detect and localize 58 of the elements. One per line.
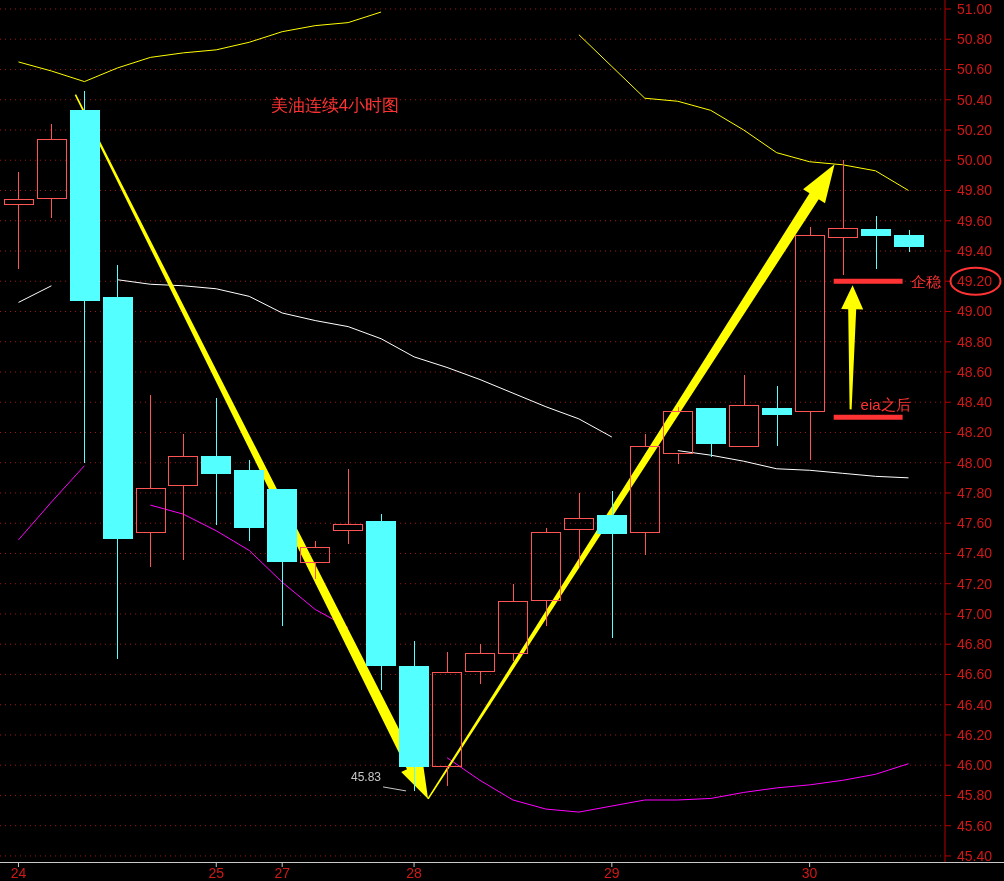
y-tick-label: 45.60: [957, 817, 993, 834]
text: 美油连续4小时图: [270, 95, 400, 115]
x-tick-label: 27: [274, 865, 291, 881]
y-tick-label: 47.00: [957, 605, 993, 622]
y-tick-label: 50.20: [957, 121, 993, 138]
candlestick: [597, 490, 627, 639]
y-tick-label: 46.40: [957, 696, 993, 713]
y-tick-label: 46.20: [957, 726, 993, 743]
candlestick: [168, 433, 198, 561]
candlestick: [630, 433, 660, 556]
y-tick-label: 48.20: [957, 424, 993, 441]
y-tick-label: 47.60: [957, 515, 993, 532]
candlestick: [861, 215, 891, 270]
x-tick-label: 25: [208, 865, 225, 881]
y-tick-label: 47.80: [957, 484, 993, 501]
y-tick-label: 48.80: [957, 333, 993, 350]
x-tick-label: 28: [406, 865, 423, 881]
annotation: 45.83: [351, 769, 382, 784]
candlestick: [103, 264, 133, 660]
y-tick-label: 50.60: [957, 61, 993, 78]
candlestick: [564, 492, 594, 568]
y-tick-label: 46.00: [957, 757, 993, 774]
candlestick: [333, 468, 363, 545]
y-tick-label: 49.00: [957, 303, 993, 320]
y-tick-label: 45.40: [957, 847, 993, 864]
y-tick-label: 48.40: [957, 394, 993, 411]
ref-line-label: 企稳: [910, 272, 941, 290]
candlestick: [4, 171, 34, 270]
y-tick-label: 47.40: [957, 545, 993, 562]
ref-line-label: eia之后: [860, 395, 911, 413]
y-tick-label: 50.40: [957, 91, 993, 108]
candlestick: [762, 385, 792, 447]
candlestick: [828, 159, 858, 276]
y-tick-label: 48.60: [957, 363, 993, 380]
candlestick: [300, 540, 330, 580]
candlestick: [136, 394, 166, 568]
y-tick-label: 46.60: [957, 666, 993, 683]
y-tick-label: 51.00: [957, 1, 993, 17]
y-tick-label: 49.20: [957, 273, 993, 290]
y-tick-label: 48.00: [957, 454, 993, 471]
candlestick: [399, 640, 429, 792]
y-tick-label: 49.60: [957, 212, 993, 229]
candlestick: [465, 643, 495, 685]
y-tick-label: 49.40: [957, 242, 993, 259]
y-tick-label: 45.80: [957, 787, 993, 804]
y-tick-label: 49.80: [957, 182, 993, 199]
y-tick-label: 50.80: [957, 31, 993, 48]
x-tick-label: 29: [604, 865, 620, 881]
candlestick: [70, 90, 100, 464]
x-tick-label: 24: [10, 865, 27, 881]
candlestick: [432, 651, 462, 787]
y-tick-label: 47.20: [957, 575, 993, 592]
y-tick-label: 46.80: [957, 636, 993, 653]
candlestick: [234, 459, 264, 542]
candlestick: [201, 397, 231, 526]
y-tick-label: 50.00: [957, 152, 993, 169]
candlestick: [37, 123, 67, 219]
x-tick-label: 30: [801, 865, 818, 881]
